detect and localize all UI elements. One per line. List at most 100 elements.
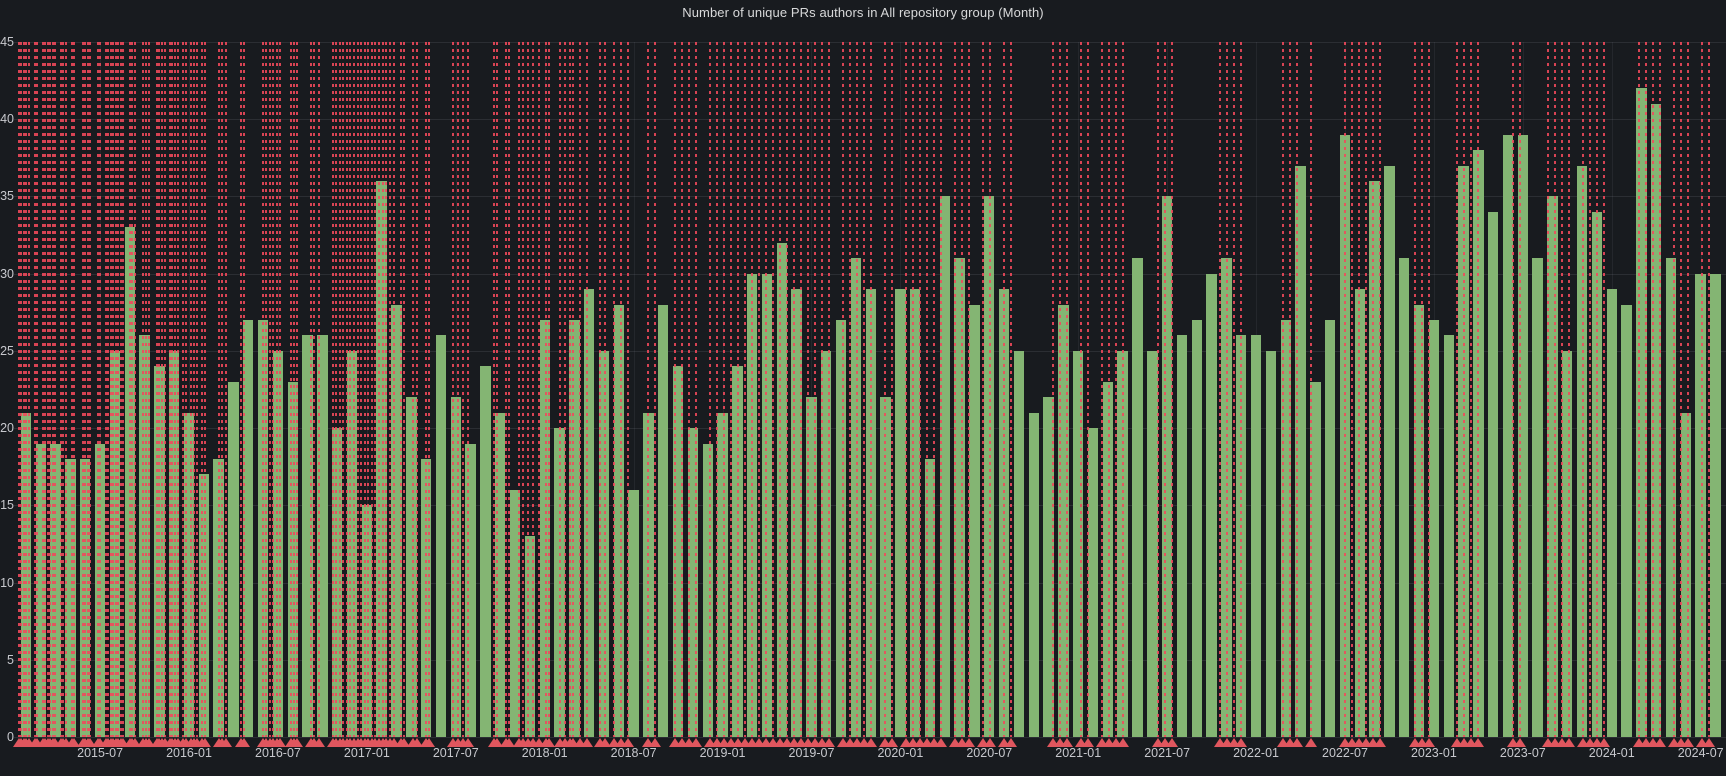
annotation-line[interactable] — [457, 42, 459, 737]
bar-2024-01[interactable] — [1606, 289, 1617, 737]
annotation-triangle-icon[interactable] — [622, 738, 634, 747]
annotation-line[interactable] — [961, 42, 963, 737]
annotation-line[interactable] — [919, 42, 921, 737]
annotation-triangle-icon[interactable] — [886, 738, 898, 747]
bar-2019-10[interactable] — [850, 258, 862, 737]
annotation-line[interactable] — [870, 42, 872, 737]
annotation-line[interactable] — [357, 42, 359, 737]
annotation-line[interactable] — [158, 42, 160, 737]
bar-2023-06[interactable] — [1502, 134, 1514, 737]
annotation-line[interactable] — [1645, 42, 1647, 737]
bar-2023-08[interactable] — [1532, 258, 1543, 737]
annotation-triangle-icon[interactable] — [503, 738, 515, 747]
bar-2022-12[interactable] — [1413, 304, 1425, 737]
bar-2018-04[interactable] — [583, 289, 595, 737]
annotation-line[interactable] — [716, 42, 718, 737]
annotation-triangle-icon[interactable] — [802, 738, 814, 747]
annotation-line[interactable] — [129, 42, 131, 737]
annotation-triangle-icon[interactable] — [998, 738, 1010, 747]
annotation-line[interactable] — [730, 42, 732, 737]
annotation-line[interactable] — [62, 42, 64, 737]
annotation-line[interactable] — [912, 42, 914, 737]
annotation-line[interactable] — [148, 42, 150, 737]
annotation-line[interactable] — [800, 42, 802, 737]
annotation-line[interactable] — [1561, 42, 1563, 737]
annotation-line[interactable] — [1638, 42, 1640, 737]
annotation-triangle-icon[interactable] — [1696, 738, 1708, 747]
bar-2015-08[interactable] — [109, 350, 121, 737]
annotation-line[interactable] — [821, 42, 823, 737]
annotation-line[interactable] — [52, 42, 54, 737]
annotation-line[interactable] — [201, 42, 203, 737]
annotation-line[interactable] — [34, 42, 36, 737]
bar-2023-07[interactable] — [1517, 134, 1528, 737]
annotation-triangle-icon[interactable] — [1159, 738, 1171, 747]
annotation-line[interactable] — [49, 42, 51, 737]
annotation-triangle-icon[interactable] — [739, 738, 751, 747]
bar-2019-07[interactable] — [806, 397, 817, 737]
annotation-triangle-icon[interactable] — [238, 738, 250, 747]
annotation-triangle-icon[interactable] — [844, 738, 856, 747]
bar-2018-07[interactable] — [628, 489, 639, 737]
annotation-triangle-icon[interactable] — [615, 738, 627, 747]
annotation-line[interactable] — [613, 42, 615, 737]
bar-2017-06[interactable] — [435, 335, 447, 737]
annotation-triangle-icon[interactable] — [753, 738, 765, 747]
annotation-line[interactable] — [1289, 42, 1291, 737]
annotation-line[interactable] — [296, 42, 298, 737]
annotation-line[interactable] — [772, 42, 774, 737]
annotation-line[interactable] — [1087, 42, 1089, 737]
bar-2016-08[interactable] — [287, 381, 298, 737]
annotation-line[interactable] — [522, 42, 524, 737]
annotation-line[interactable] — [579, 42, 581, 737]
bar-2022-01[interactable] — [1250, 335, 1262, 737]
annotation-triangle-icon[interactable] — [411, 738, 423, 747]
annotation-triangle-icon[interactable] — [1054, 738, 1066, 747]
annotation-triangle-icon[interactable] — [1103, 738, 1115, 747]
annotation-triangle-icon[interactable] — [1465, 738, 1477, 747]
annotation-line[interactable] — [279, 42, 281, 737]
annotation-line[interactable] — [1708, 42, 1710, 737]
annotation-line[interactable] — [313, 42, 315, 737]
annotation-line[interactable] — [1687, 42, 1689, 737]
annotation-triangle-icon[interactable] — [669, 738, 681, 747]
annotation-line[interactable] — [293, 42, 295, 737]
annotation-triangle-icon[interactable] — [977, 738, 989, 747]
annotation-triangle-icon[interactable] — [291, 738, 303, 747]
annotation-line[interactable] — [681, 42, 683, 737]
annotation-triangle-icon[interactable] — [711, 738, 723, 747]
annotation-triangle-icon[interactable] — [1152, 738, 1164, 747]
bar-2019-06[interactable] — [791, 289, 802, 737]
annotation-triangle-icon[interactable] — [781, 738, 793, 747]
annotation-line[interactable] — [339, 42, 341, 737]
bar-2015-03[interactable] — [35, 443, 46, 737]
annotation-triangle-icon[interactable] — [816, 738, 828, 747]
annotation-line[interactable] — [99, 42, 101, 737]
annotation-line[interactable] — [122, 42, 124, 737]
annotation-line[interactable] — [863, 42, 865, 737]
annotation-triangle-icon[interactable] — [795, 738, 807, 747]
annotation-triangle-icon[interactable] — [1228, 738, 1240, 747]
annotation-line[interactable] — [1240, 42, 1242, 737]
bar-2024-03[interactable] — [1636, 88, 1647, 737]
bar-2022-03[interactable] — [1280, 320, 1291, 737]
annotation-line[interactable] — [891, 42, 893, 737]
annotation-triangle-icon[interactable] — [921, 738, 933, 747]
annotation-triangle-icon[interactable] — [581, 738, 593, 747]
bar-2020-02[interactable] — [910, 289, 921, 737]
annotation-line[interactable] — [1233, 42, 1235, 737]
annotation-line[interactable] — [382, 42, 384, 737]
annotation-line[interactable] — [452, 42, 454, 737]
bar-2017-10[interactable] — [495, 412, 506, 737]
annotation-line[interactable] — [954, 42, 956, 737]
annotation-line[interactable] — [599, 42, 601, 737]
annotation-line[interactable] — [1421, 42, 1423, 737]
annotation-line[interactable] — [493, 42, 495, 737]
bar-2021-09[interactable] — [1191, 320, 1202, 737]
annotation-line[interactable] — [1428, 42, 1430, 737]
annotation-line[interactable] — [1059, 42, 1061, 737]
annotation-line[interactable] — [1101, 42, 1103, 737]
annotation-line[interactable] — [1310, 42, 1312, 737]
annotation-line[interactable] — [47, 42, 49, 737]
annotation-line[interactable] — [272, 42, 274, 737]
